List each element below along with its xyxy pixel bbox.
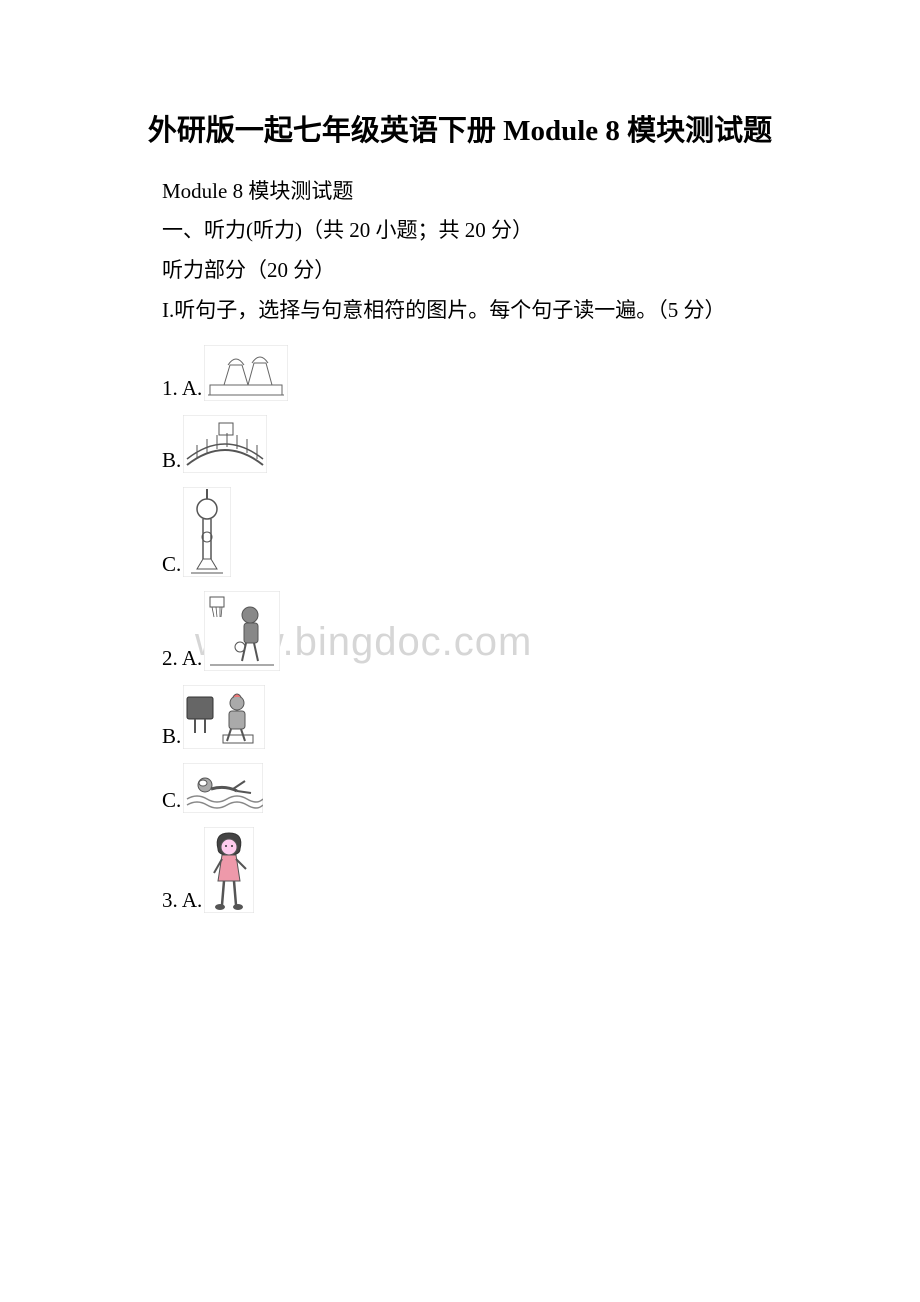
option-1b: B.: [120, 415, 800, 473]
tv-icon: [183, 685, 265, 749]
option-label: C.: [120, 788, 181, 813]
listening-header: 听力部分（20 分）: [120, 251, 800, 291]
option-label: B.: [120, 724, 181, 749]
basketball-icon: [204, 591, 280, 671]
document-content: 外研版一起七年级英语下册 Module 8 模块测试题 Module 8 模块测…: [120, 110, 800, 913]
option-label: 1. A.: [120, 376, 202, 401]
section-heading: 一、听力(听力)（共 20 小题；共 20 分）: [120, 211, 800, 251]
bridge-icon: [183, 415, 267, 473]
option-2c: C.: [120, 763, 800, 813]
option-2a: 2. A.: [120, 591, 800, 671]
option-label: C.: [120, 552, 181, 577]
option-1c: C.: [120, 487, 800, 577]
page-title: 外研版一起七年级英语下册 Module 8 模块测试题: [120, 110, 800, 154]
tower-icon: [183, 487, 231, 577]
option-1a: 1. A.: [120, 345, 800, 401]
instruction: I.听句子，选择与句意相符的图片。每个句子读一遍。（5 分）: [120, 291, 800, 331]
swim-icon: [183, 763, 263, 813]
option-label: 2. A.: [120, 646, 202, 671]
option-label: 3. A.: [120, 888, 202, 913]
temple-icon: [204, 345, 288, 401]
option-2b: B.: [120, 685, 800, 749]
subtitle: Module 8 模块测试题: [120, 172, 800, 212]
girl-icon: [204, 827, 254, 913]
option-3a: 3. A.: [120, 827, 800, 913]
option-label: B.: [120, 448, 181, 473]
